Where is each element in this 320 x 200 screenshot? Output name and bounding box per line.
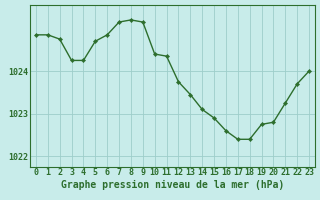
X-axis label: Graphe pression niveau de la mer (hPa): Graphe pression niveau de la mer (hPa)	[61, 180, 284, 190]
